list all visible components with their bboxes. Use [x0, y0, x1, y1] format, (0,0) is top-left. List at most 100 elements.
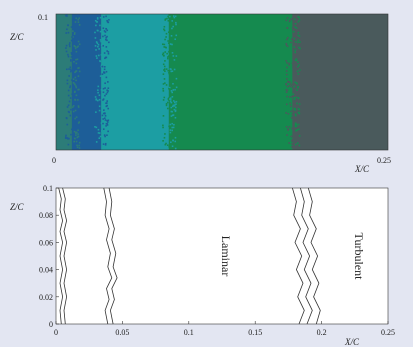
- heatmap-speck: [297, 65, 299, 68]
- heatmap-speck: [77, 75, 80, 77]
- heatmap-speck: [96, 21, 98, 23]
- heatmap-speck: [170, 106, 173, 109]
- heatmap-speck: [104, 87, 106, 89]
- heatmap-speck: [107, 90, 109, 92]
- contour-line-2: [103, 187, 113, 325]
- heatmap-speck: [105, 46, 108, 48]
- heatmap-speck: [288, 126, 291, 128]
- heatmap-speck: [97, 29, 99, 32]
- heatmap-speck: [289, 102, 292, 105]
- contour-line-0: [58, 187, 64, 325]
- heatmap-speck: [285, 103, 288, 106]
- heatmap-speck: [295, 123, 298, 126]
- heatmap-speck: [101, 30, 103, 32]
- heatmap-speck: [285, 60, 288, 62]
- heatmap-region-4: [292, 14, 388, 150]
- heatmap-speck: [102, 128, 105, 130]
- heatmap-speck: [167, 99, 170, 101]
- heatmap-speck: [295, 129, 298, 132]
- heatmap-speck: [164, 82, 166, 84]
- heatmap-speck: [65, 47, 67, 49]
- heatmap-speck: [285, 42, 288, 45]
- heatmap-speck: [98, 48, 100, 50]
- heatmap-speck: [173, 101, 176, 104]
- heatmap-speck: [294, 40, 297, 43]
- heatmap-speck: [99, 16, 102, 19]
- heatmap-speck: [102, 98, 105, 100]
- heatmap-speck: [107, 107, 110, 110]
- heatmap-speck: [298, 16, 300, 19]
- heatmap-speck: [163, 96, 166, 99]
- heatmap-speck: [295, 58, 298, 60]
- heatmap-speck: [106, 134, 108, 137]
- heatmap-speck: [167, 98, 170, 100]
- heatmap-speck: [78, 141, 81, 144]
- heatmap-speck: [105, 38, 107, 41]
- heatmap-speck: [67, 31, 70, 34]
- heatmap-speck: [294, 108, 296, 110]
- heatmap-speck: [77, 135, 79, 138]
- heatmap-speck: [74, 109, 77, 112]
- heatmap-speck: [69, 45, 71, 48]
- heatmap-speck: [168, 145, 170, 148]
- heatmap-speck: [295, 27, 298, 29]
- heatmap-speck: [100, 54, 103, 56]
- heatmap-speck: [174, 110, 177, 113]
- heatmap-speck: [105, 70, 108, 73]
- heatmap-speck: [163, 69, 165, 71]
- heatmap-speck: [103, 112, 106, 114]
- contour-xlabel: X/C: [344, 337, 360, 347]
- y-tick-label: 0.08: [39, 211, 53, 220]
- heatmap-speck: [285, 73, 288, 76]
- heatmap-speck: [172, 89, 175, 91]
- heatmap-speck: [72, 110, 75, 113]
- heatmap-speck: [173, 59, 176, 61]
- heatmap-speck: [68, 137, 70, 140]
- contour-line-1: [62, 187, 68, 325]
- heatmap-speck: [108, 41, 110, 44]
- heatmap-speck: [292, 15, 294, 18]
- heatmap-speck: [72, 81, 75, 84]
- heatmap-speck: [100, 122, 103, 124]
- heatmap-speck: [295, 82, 298, 85]
- heatmap-speck: [107, 21, 110, 24]
- heatmap-speck: [285, 19, 288, 22]
- heatmap-speck: [73, 45, 76, 47]
- heatmap-speck: [77, 18, 80, 21]
- heatmap-speck: [64, 137, 67, 139]
- heatmap-speck: [170, 141, 172, 144]
- heatmap-speck: [164, 18, 167, 20]
- heatmap-speck: [289, 84, 292, 87]
- heatmap-speck: [74, 45, 77, 48]
- heatmap-speck: [64, 14, 67, 17]
- heatmap-speck: [66, 15, 68, 17]
- heatmap-speck: [297, 31, 300, 34]
- heatmap-speck: [172, 55, 175, 57]
- heatmap-speck: [291, 140, 293, 142]
- heatmap-speck: [95, 55, 98, 57]
- heatmap-speck: [95, 41, 98, 43]
- heatmap-texture: [64, 14, 301, 150]
- heatmap-speck: [77, 133, 79, 135]
- y-tick-label: 0.02: [39, 293, 53, 302]
- heatmap-speck: [288, 96, 291, 98]
- heatmap-speck: [68, 100, 71, 103]
- heatmap-speck: [298, 46, 300, 49]
- heatmap-speck: [169, 97, 172, 99]
- heatmap-speck: [163, 68, 166, 70]
- heatmap-speck: [70, 26, 73, 28]
- heatmap-speck: [104, 135, 106, 138]
- heatmap-speck: [297, 39, 299, 42]
- heatmap-speck: [296, 89, 298, 91]
- heatmap-speck: [169, 131, 172, 134]
- heatmap-speck: [298, 108, 301, 111]
- heatmap-speck: [106, 100, 108, 102]
- heatmap-speck: [78, 144, 80, 147]
- heatmap-speck: [68, 75, 70, 77]
- heatmap-speck: [66, 14, 68, 16]
- heatmap-speck: [171, 126, 174, 129]
- x-tick-label: 0.2: [317, 328, 327, 337]
- heatmap-speck: [298, 19, 301, 21]
- heatmap-speck: [168, 71, 170, 74]
